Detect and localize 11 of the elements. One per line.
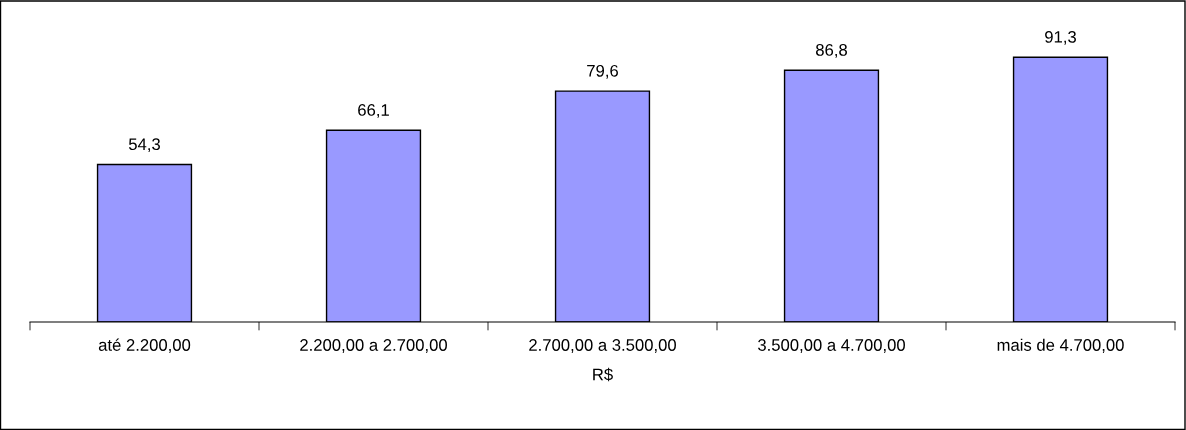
data-label: 91,3 bbox=[1045, 30, 1076, 45]
x-tick-label: 2.700,00 a 3.500,00 bbox=[529, 339, 676, 353]
x-axis-title: R$ bbox=[593, 367, 613, 382]
data-label: 66,1 bbox=[358, 104, 389, 118]
data-label: 86,8 bbox=[816, 44, 847, 58]
data-label: 79,6 bbox=[587, 64, 618, 79]
x-tick-label: até 2.200,00 bbox=[98, 338, 191, 353]
data-label: 54,3 bbox=[128, 138, 160, 153]
x-tick-label: 3.500,00 a 4.700,00 bbox=[758, 339, 905, 353]
x-tick-label: mais de 4.700,00 bbox=[997, 338, 1124, 353]
x-tick-label: 2.200,00 a 2.700,00 bbox=[300, 339, 447, 353]
